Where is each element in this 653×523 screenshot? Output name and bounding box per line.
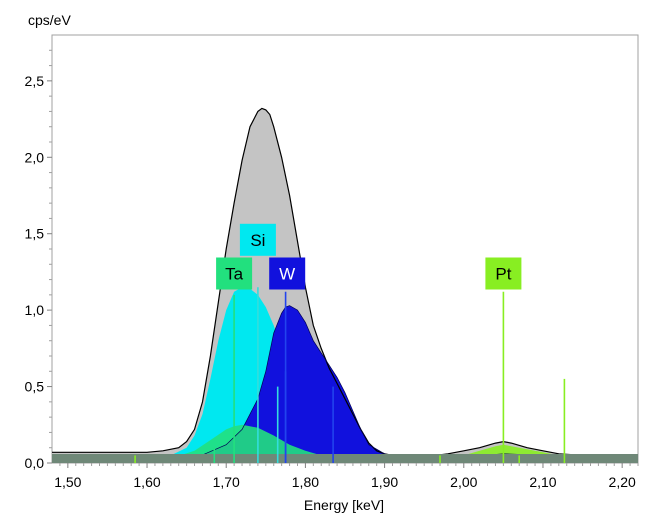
y-tick-label: 2,5 [25,73,45,89]
x-tick-label: 2,00 [450,474,477,490]
y-tick-label: 0,0 [25,455,45,471]
plot-frame [51,34,639,464]
peak-label-text: Pt [495,265,511,284]
peak-label-box [216,257,253,290]
series-outline-total [52,107,638,458]
x-tick-label: 1,60 [133,474,160,490]
peak-label-text: Si [250,231,265,250]
peak-label-si: Si [239,223,276,256]
y-axis: 0,0 0,5 1,0 1,5 2,0 2,5 [25,49,52,471]
x-tick-label: 1,80 [292,474,319,490]
peak-label-pt: Pt [485,257,522,290]
y-tick-label: 2,0 [25,149,45,165]
y-tick-label: 1,5 [25,226,45,242]
peak-label-box [269,257,306,290]
y-axis-title: cps/eV [28,12,71,28]
peak-label-w: W [269,257,306,290]
peak-label-box [485,257,522,290]
y-tick-label: 1,0 [25,302,45,318]
peak-label-ta: Ta [216,257,253,290]
peak-label-text: W [279,265,295,284]
baseline-band [52,454,638,463]
peak-label-text: Ta [225,265,244,284]
peak-label-box [239,223,276,256]
plot-area: Ta Si W Pt [51,34,639,464]
x-tick-label: 1,50 [54,474,81,490]
x-axis: 1,50 1,60 1,70 1,80 1,90 2,00 2,10 2,20 [54,463,639,490]
x-tick-label: 1,70 [213,474,240,490]
y-tick-label: 0,5 [25,379,45,395]
x-tick-label: 2,20 [609,474,636,490]
x-tick-label: 1,90 [371,474,398,490]
x-tick-label: 2,10 [529,474,556,490]
x-axis-title: Energy [keV] [304,497,384,513]
